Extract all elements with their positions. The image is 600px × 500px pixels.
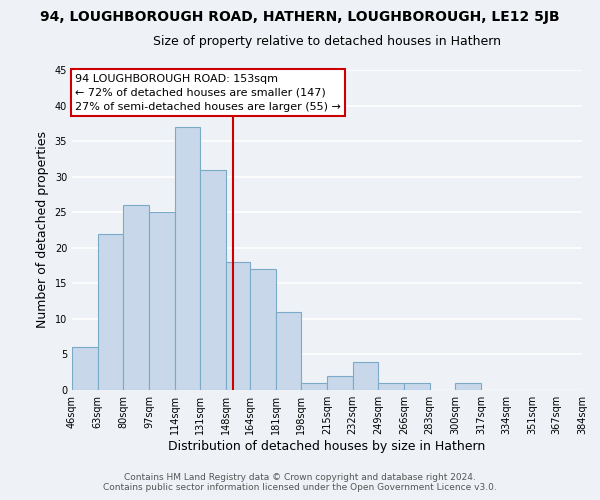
- Bar: [250, 269, 275, 390]
- Bar: [379, 383, 404, 390]
- Bar: [175, 127, 200, 390]
- Bar: [353, 362, 379, 390]
- Bar: [275, 312, 301, 390]
- Bar: [200, 170, 226, 390]
- Bar: [455, 383, 481, 390]
- Bar: [301, 383, 327, 390]
- Bar: [98, 234, 124, 390]
- Bar: [72, 348, 98, 390]
- Text: 94, LOUGHBOROUGH ROAD, HATHERN, LOUGHBOROUGH, LE12 5JB: 94, LOUGHBOROUGH ROAD, HATHERN, LOUGHBOR…: [40, 10, 560, 24]
- Bar: [149, 212, 175, 390]
- X-axis label: Distribution of detached houses by size in Hathern: Distribution of detached houses by size …: [169, 440, 485, 453]
- Text: 94 LOUGHBOROUGH ROAD: 153sqm
← 72% of detached houses are smaller (147)
27% of s: 94 LOUGHBOROUGH ROAD: 153sqm ← 72% of de…: [75, 74, 341, 112]
- Bar: [124, 205, 149, 390]
- Bar: [226, 262, 250, 390]
- Bar: [327, 376, 353, 390]
- Text: Contains HM Land Registry data © Crown copyright and database right 2024.
Contai: Contains HM Land Registry data © Crown c…: [103, 473, 497, 492]
- Y-axis label: Number of detached properties: Number of detached properties: [36, 132, 49, 328]
- Title: Size of property relative to detached houses in Hathern: Size of property relative to detached ho…: [153, 35, 501, 48]
- Bar: [404, 383, 430, 390]
